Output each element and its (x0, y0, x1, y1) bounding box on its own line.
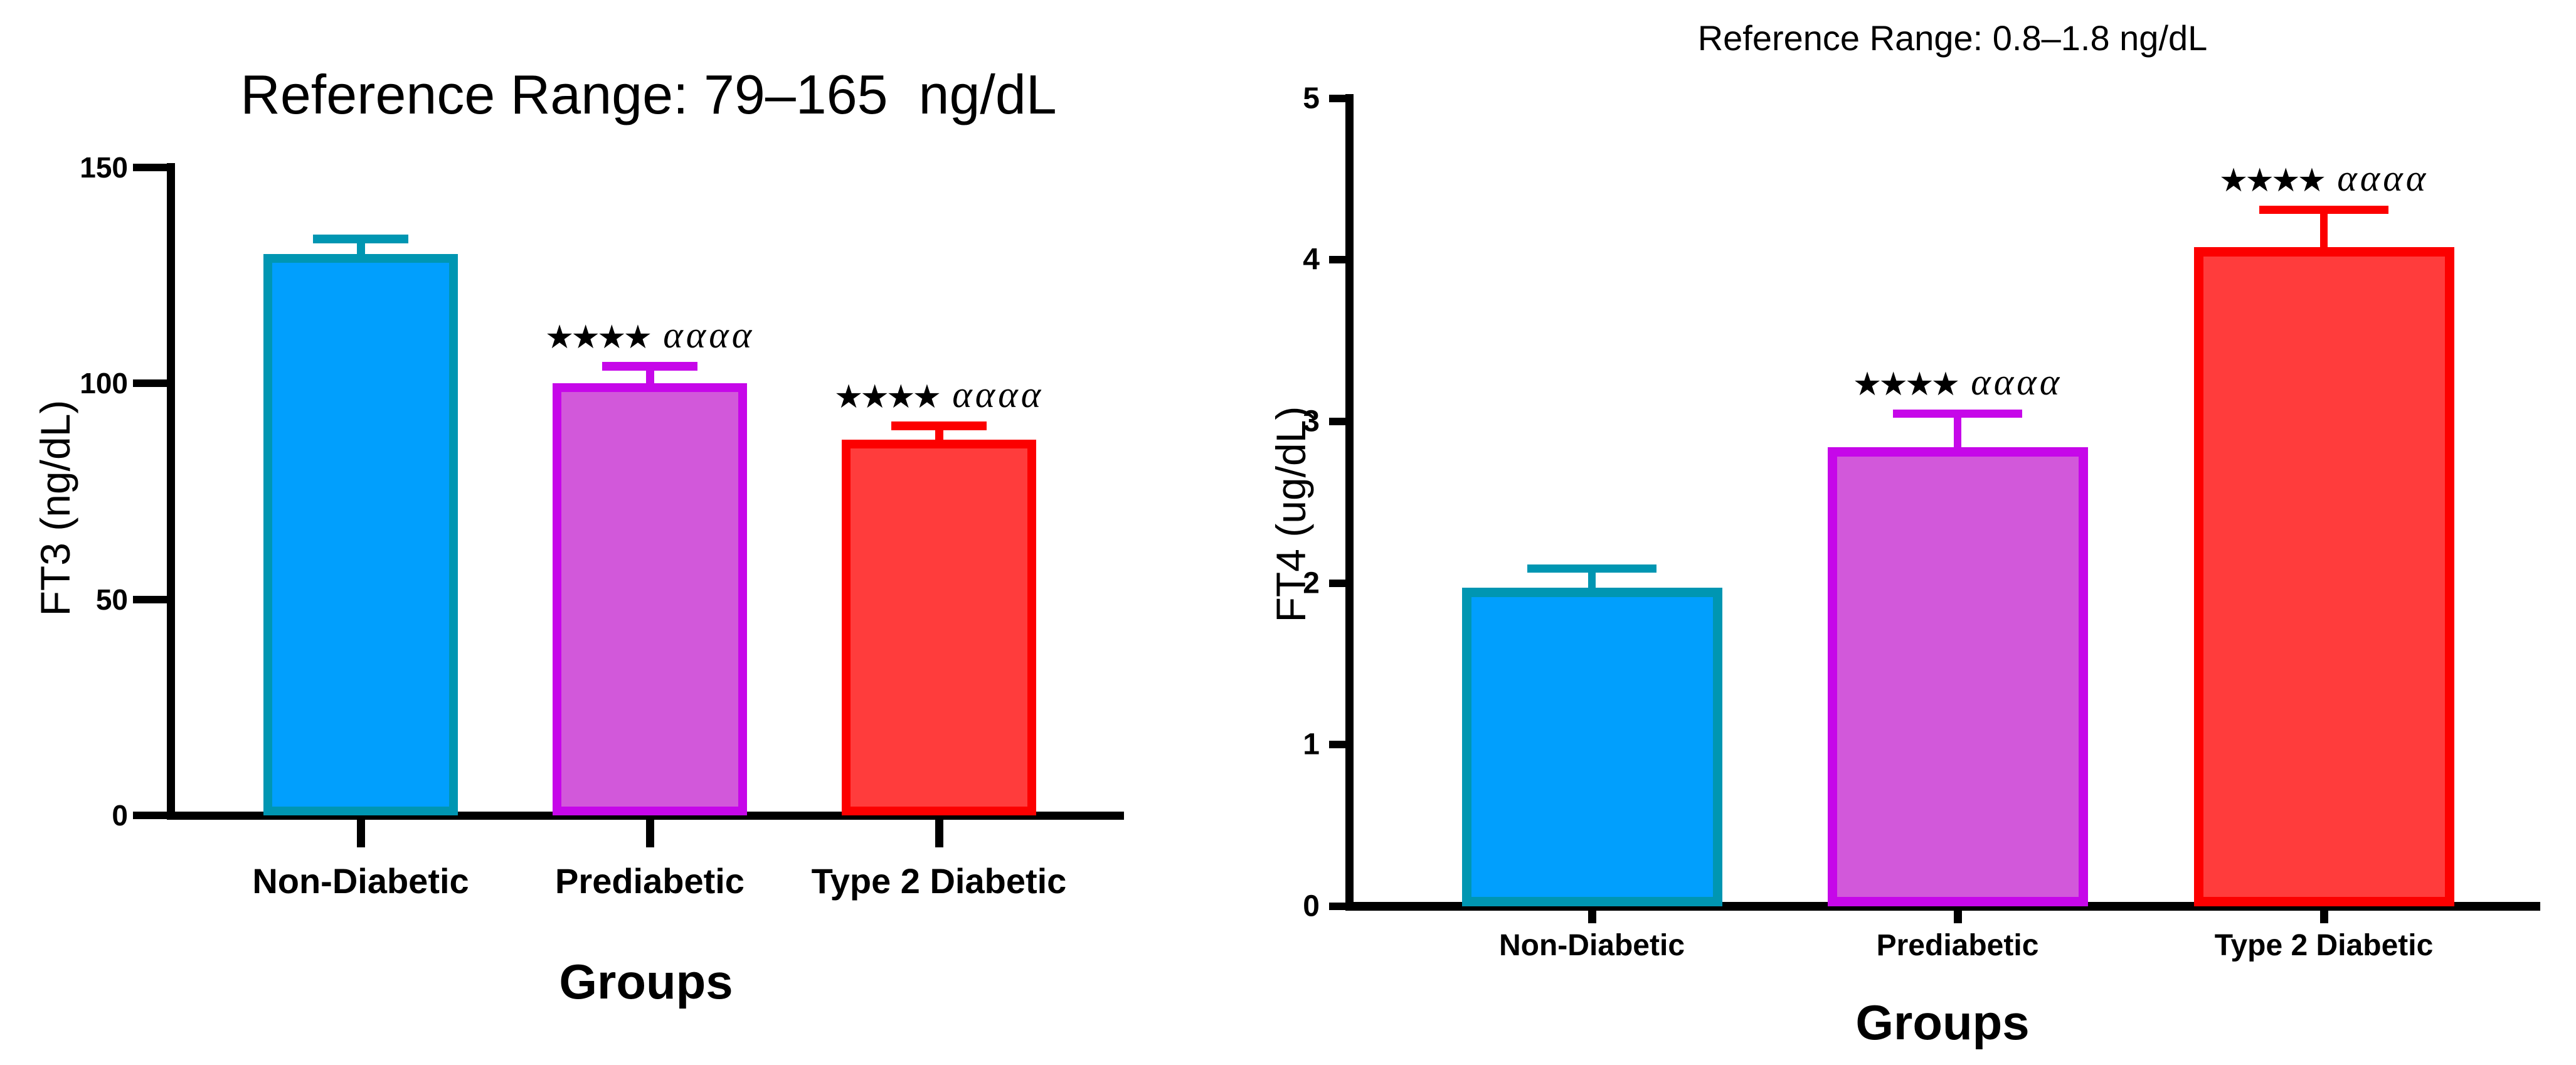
y-tick-mark (133, 163, 167, 171)
category-label: Type 2 Diabetic (2214, 929, 2434, 962)
category-label: Type 2 Diabetic (811, 861, 1067, 901)
significance-stars: ★★★★ (2218, 162, 2326, 200)
x-tick-mark (935, 820, 943, 847)
y-tick-mark (133, 595, 167, 603)
error-bar-stem (2320, 209, 2328, 250)
y-axis-line (167, 163, 175, 820)
x-tick-mark (1587, 911, 1596, 923)
y-tick-label: 4 (1303, 243, 1320, 277)
bar-prediabetic (553, 383, 747, 816)
x-tick-mark (356, 820, 365, 847)
y-tick-mark (1329, 417, 1345, 425)
significance-annotation: ★★★★ αααα (834, 363, 1044, 413)
significance-annotation: ★★★★ αααα (545, 304, 755, 354)
y-tick-label: 50 (95, 583, 128, 616)
error-bar-stem (1954, 413, 1961, 450)
chart-ft4-title: Reference Range: 0.8–1.8 ng/dL (1697, 18, 2208, 58)
significance-stars: ★★★★ (544, 318, 652, 356)
bar-non-diabetic (263, 253, 458, 816)
y-tick-label: 100 (80, 367, 128, 400)
y-tick-mark (1329, 903, 1345, 910)
category-label: Non-Diabetic (252, 861, 469, 901)
chart-ft3-x-axis-label: Groups (559, 954, 733, 1009)
x-tick-mark (1953, 911, 1962, 923)
y-tick-label: 5 (1303, 82, 1320, 115)
significance-stars: ★★★★ (834, 378, 941, 416)
y-tick-label: 0 (1303, 889, 1320, 923)
error-bar-cap (313, 235, 408, 244)
category-label: Prediabetic (1876, 929, 2039, 962)
significance-alphas: αααα (952, 373, 1044, 415)
category-label: Prediabetic (555, 861, 745, 901)
error-bar-cap (1527, 564, 1656, 573)
error-bar-cap (1893, 409, 2022, 418)
y-tick-label: 3 (1303, 405, 1320, 438)
bar-non-diabetic (1461, 588, 1722, 906)
y-tick-label: 150 (80, 151, 128, 184)
chart-ft4-x-axis-label: Groups (1855, 995, 2030, 1050)
bar-prediabetic (1827, 447, 2088, 906)
error-bar-cap (891, 421, 987, 430)
y-tick-mark (1329, 579, 1345, 587)
significance-alphas: αααα (663, 314, 755, 356)
error-bar-stem (1588, 568, 1596, 591)
y-tick-mark (133, 812, 167, 819)
significance-annotation: ★★★★ αααα (2219, 147, 2429, 197)
x-tick-mark (645, 820, 654, 847)
error-bar-stem (645, 366, 654, 386)
significance-stars: ★★★★ (1852, 366, 1960, 403)
significance-alphas: αααα (2337, 157, 2429, 199)
chart-ft3-title: Reference Range: 79–165 ng/dL (240, 63, 1057, 125)
x-tick-mark (2319, 911, 2328, 923)
y-tick-label: 2 (1303, 566, 1320, 600)
bar-type-2-diabetic (842, 439, 1036, 816)
y-tick-mark (1329, 256, 1345, 264)
significance-alphas: αααα (1971, 361, 2063, 403)
y-tick-mark (133, 379, 167, 388)
error-bar-cap (602, 361, 697, 371)
category-label: Non-Diabetic (1498, 929, 1685, 962)
y-tick-label: 0 (112, 799, 128, 832)
bar-type-2-diabetic (2193, 246, 2454, 906)
y-axis-line (1345, 94, 1354, 911)
y-tick-mark (1329, 741, 1345, 749)
y-tick-mark (1329, 94, 1345, 102)
error-bar-cap (2259, 205, 2388, 214)
y-tick-label: 1 (1303, 728, 1320, 761)
significance-annotation: ★★★★ αααα (1853, 351, 2062, 401)
